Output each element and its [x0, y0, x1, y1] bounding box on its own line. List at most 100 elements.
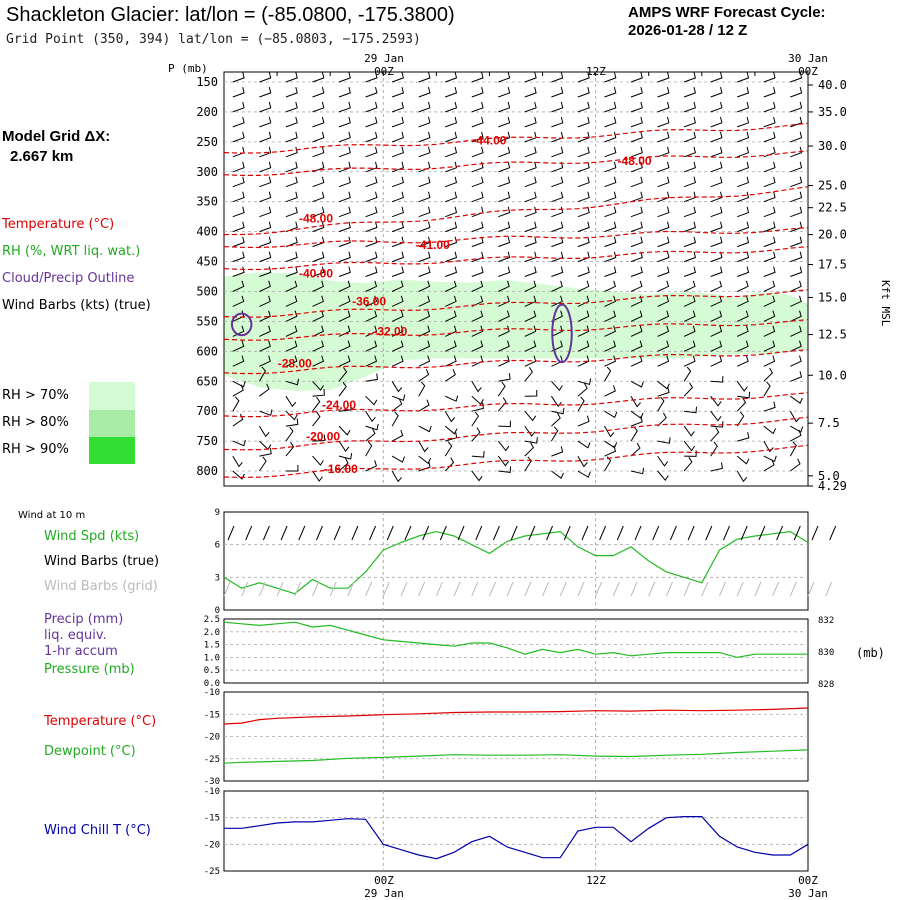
- wind-barb: [365, 355, 378, 367]
- temp-panel-frame: [223, 691, 809, 782]
- wind-barb: [577, 191, 590, 203]
- isotherm-line: [223, 226, 809, 249]
- wind-barb: [365, 428, 376, 442]
- wind-barb: [710, 310, 723, 322]
- wind-barb: [763, 266, 776, 277]
- wind-barb: [737, 146, 750, 158]
- wind-barb: [630, 221, 643, 233]
- wind-barb: [338, 280, 351, 292]
- wind-barb: [232, 251, 245, 263]
- wind-barb: [790, 161, 803, 173]
- wind-barb: [604, 161, 617, 173]
- wind-barb: [365, 191, 378, 203]
- wind-barb: [232, 236, 245, 248]
- wind-barb: [312, 280, 325, 292]
- wind-barb: [391, 206, 404, 218]
- legend-wind-barbs-true: Wind Barbs (true): [44, 554, 160, 569]
- legend-rh90-label: RH > 90%: [2, 442, 69, 457]
- wind-barb: [285, 442, 295, 457]
- wind-barb: [338, 176, 351, 188]
- wind-barb: [577, 415, 590, 427]
- wind-barb: [232, 455, 243, 468]
- wind-barb: [338, 325, 351, 337]
- wind-speed-line: [223, 530, 809, 595]
- wind-barb: [657, 146, 670, 158]
- surface-grid-wind-barb: [719, 581, 726, 597]
- wind-barb: [630, 191, 643, 203]
- wind-barb: [365, 146, 378, 158]
- wind-barb: [657, 455, 669, 467]
- wind-barb: [418, 295, 431, 307]
- wind-barb: [737, 131, 750, 143]
- wind-barb: [524, 146, 537, 158]
- isotherm-line: [223, 246, 809, 271]
- wind-barb: [418, 131, 431, 143]
- wind-barb: [551, 310, 563, 322]
- wind-barb: [604, 191, 617, 203]
- isotherm-label: -40.00: [299, 267, 333, 281]
- wind-barb: [630, 325, 643, 337]
- wind-barb: [285, 86, 298, 98]
- wind-barb: [418, 266, 431, 277]
- wind-barb: [790, 295, 802, 307]
- wind-barb: [524, 221, 537, 233]
- wind-barb: [604, 71, 617, 83]
- wind-barb: [338, 236, 351, 248]
- wind-barb: [471, 131, 484, 143]
- wind-barb: [577, 310, 590, 322]
- wind-barb: [232, 396, 240, 412]
- wind-barb: [259, 191, 272, 203]
- wind-barb: [232, 86, 245, 98]
- surface-grid-wind-barb: [789, 581, 797, 597]
- surface-wind-barb: [245, 525, 253, 541]
- wind-barb: [763, 116, 776, 128]
- wind-barb: [338, 116, 351, 128]
- wind-barb: [285, 426, 294, 442]
- wind-barb: [338, 221, 351, 233]
- surface-grid-wind-barb: [542, 581, 550, 597]
- temp-panel-tick-label: -30: [204, 777, 220, 787]
- wind-barb: [391, 470, 402, 483]
- wind-barb: [232, 439, 246, 447]
- wind-barb: [471, 340, 484, 352]
- wind-barb: [604, 251, 617, 263]
- surface-grid-wind-barb: [435, 581, 443, 597]
- wind-barb: [630, 310, 643, 322]
- wind-barb: [285, 266, 298, 277]
- wind-barb: [338, 453, 353, 460]
- wind-barb: [524, 266, 537, 277]
- pressure-axis-label: P (mb): [168, 62, 208, 75]
- wind-barb: [763, 206, 776, 218]
- temp-panel-tick-label: -10: [204, 688, 220, 698]
- wind-barb: [604, 101, 617, 113]
- wind-barb: [365, 206, 378, 218]
- surface-grid-wind-barb: [736, 581, 744, 597]
- wind-barb: [338, 440, 350, 452]
- wind-barb: [604, 445, 617, 457]
- wind-barb: [365, 161, 378, 173]
- wind-barb: [710, 376, 724, 383]
- wind-barb: [471, 176, 484, 188]
- wind-barb: [338, 381, 347, 397]
- wind-barb: [789, 410, 801, 423]
- kft-tick-label: 35.0: [818, 105, 847, 119]
- wind-barb: [444, 280, 457, 292]
- wind-barb: [736, 455, 750, 465]
- surface-wind-barb: [227, 525, 235, 541]
- isotherm-line: [223, 444, 809, 479]
- kft-tick-label: 10.0: [818, 368, 847, 382]
- wind-barb: [790, 131, 803, 143]
- wind-barb: [683, 457, 693, 472]
- wind-barb: [365, 460, 378, 472]
- isotherm-line: [223, 392, 809, 418]
- legend-pressure: Pressure (mb): [44, 662, 135, 677]
- wind-barb: [338, 457, 349, 472]
- wind-barb: [657, 396, 665, 412]
- temp-panel-tick-label: -15: [204, 710, 220, 720]
- isotherm-label: -24.00: [322, 398, 356, 412]
- wind-barb: [604, 266, 617, 277]
- wind-barb: [391, 429, 404, 442]
- wind-barb: [232, 384, 244, 397]
- wind-barb: [471, 427, 481, 442]
